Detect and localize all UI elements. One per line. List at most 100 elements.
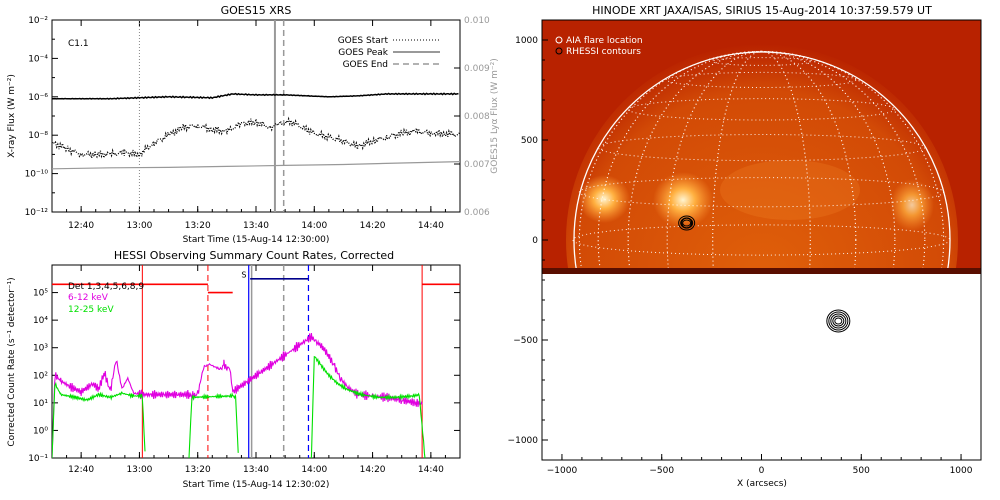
- goes-lyman-alpha-line: [52, 161, 460, 170]
- goes-y-axis-label: X-ray Flux (W m⁻²): [7, 74, 17, 158]
- xrt-y-tick-label: −500: [513, 336, 538, 346]
- hessi-y-ticks: 10⁻¹ 10⁰ 10¹ 10² 10³ 10⁴ 10⁵: [28, 289, 460, 464]
- contour-ring: [682, 219, 692, 227]
- hessi-y-tick-label: 10⁻¹: [28, 454, 48, 464]
- goes-x-tick-label: 12:40: [68, 221, 94, 231]
- latitude-line: [687, 272, 836, 274]
- goes-y-tick-label: 10⁻⁶: [28, 93, 48, 103]
- xrt-x-tick-label: 0: [759, 466, 765, 476]
- goes-legend-peak-label: GOES Peak: [338, 48, 388, 58]
- hessi-x-tick-label: 14:00: [301, 465, 327, 475]
- hessi-x-tick-label: 13:20: [185, 465, 211, 475]
- xrt-x-tick-label: 500: [853, 466, 870, 476]
- hessi-x-tick-label: 14:20: [360, 465, 386, 475]
- diffuse-corona: [720, 160, 860, 220]
- hessi-y-tick-label: 10³: [33, 344, 48, 354]
- xrt-legend-rhessi-icon: [555, 47, 563, 55]
- xrt-x-tick-label: 1000: [950, 466, 973, 476]
- rhessi-contour-flare: [678, 215, 696, 231]
- xrt-y-ticks: −1000 −500 0 500 1000: [508, 36, 548, 446]
- latitude-line: [597, 134, 926, 162]
- goes-y-ticks: 10⁻¹² 10⁻¹⁰ 10⁻⁸ 10⁻⁶ 10⁻⁴ 10⁻²: [25, 16, 58, 218]
- goes-x-tick-label: 13:00: [126, 221, 152, 231]
- hessi-title: HESSI Observing Summary Count Rates, Cor…: [114, 249, 394, 262]
- hessi-detector-state-line: [52, 283, 460, 294]
- xrt-y-tick-label: −1000: [508, 436, 539, 446]
- contour-ring: [678, 215, 696, 231]
- xrt-y-tick-label: 0: [532, 236, 538, 246]
- xrt-y-tick-label: 1000: [515, 36, 538, 46]
- contour-ring: [834, 317, 843, 325]
- hessi-y-tick-label: 10⁴: [33, 316, 48, 326]
- hessi-legend-6-12-label: 6-12 keV: [68, 293, 109, 303]
- hessi-y-axis-label: Corrected Count Rate (s⁻¹ detector⁻¹): [7, 277, 17, 446]
- xrt-legend-aia-label: AIA flare location: [566, 36, 643, 46]
- latitude-line: [666, 71, 857, 89]
- latitude-line: [628, 360, 895, 381]
- xrt-legend: AIA flare location RHESSI contours: [555, 36, 643, 57]
- hessi-plot-frame: [51, 264, 461, 459]
- xrt-legend-rhessi-label: RHESSI contours: [566, 47, 641, 57]
- longitude-line: [597, 50, 926, 274]
- hessi-x-ticks: 12:40 13:00 13:20 13:40 14:00 14:20 14:40: [51, 265, 461, 475]
- contour-ring: [826, 309, 851, 333]
- goes-y-right-tick-label: 0.007: [464, 160, 490, 170]
- goes-panel: GOES15 XRS 12:40 13:00 13:20 13:40 14:00 14:2…: [7, 4, 500, 245]
- goes-legend: GOES Start GOES Peak GOES End: [338, 36, 440, 70]
- hessi-saa-label: S: [241, 270, 246, 279]
- xrt-legend-aia-icon: [555, 36, 563, 44]
- solar-disk: [566, 44, 958, 274]
- active-region-flare: [653, 172, 713, 228]
- xrt-panel: HINODE XRT JAXA/ISAS, SIRIUS 15-Aug-2014…: [508, 4, 982, 489]
- goes-x-ticks: 12:40 13:00 13:20 13:40 14:00 14:20 14:40: [51, 20, 461, 231]
- goes-title: GOES15 XRS: [221, 4, 292, 17]
- goes-legend-end-label: GOES End: [343, 60, 388, 70]
- latitude-line: [598, 319, 925, 345]
- goes-y-right-axis-label: GOES15 Lyα Flux (W m⁻²): [490, 58, 500, 174]
- hessi-x-tick-label: 12:40: [68, 465, 94, 475]
- goes-y-tick-label: 10⁻⁴: [28, 54, 48, 64]
- hessi-6-12kev-line: [52, 333, 423, 458]
- contour-ring: [832, 315, 845, 327]
- goes-legend-start-label: GOES Start: [338, 36, 389, 46]
- hessi-y-tick-label: 10²: [33, 371, 48, 381]
- contour-ring: [828, 311, 849, 331]
- goes-y-right-ticks: 0.006 0.007 0.008 0.009 0.010: [454, 16, 490, 218]
- xrt-x-ticks: −1000 −500 0 500 1000: [547, 454, 973, 476]
- goes-y-tick-label: 10⁻²: [28, 16, 48, 26]
- latitude-line: [713, 415, 811, 423]
- hessi-x-axis-label: Start Time (15-Aug-14 12:30:02): [183, 480, 330, 490]
- hessi-y-tick-label: 10¹: [33, 399, 48, 409]
- goes-y-tick-label: 10⁻¹⁰: [25, 170, 49, 180]
- xrt-image: [542, 20, 981, 423]
- latitude-line: [627, 98, 896, 121]
- goes-x-tick-label: 14:40: [418, 221, 444, 231]
- solar-limb: [573, 51, 951, 274]
- xrt-x-tick-label: −500: [649, 466, 674, 476]
- hessi-x-tick-label: 14:40: [418, 465, 444, 475]
- hessi-legend: Det 1,3,4,5,6,8,9 6-12 keV 12-25 keV: [68, 282, 144, 315]
- goes-y-tick-label: 10⁻¹²: [25, 208, 49, 218]
- goes-plot-frame: [51, 19, 461, 213]
- goes-x-tick-label: 13:20: [185, 221, 211, 231]
- hessi-legend-det-label: Det 1,3,4,5,6,8,9: [68, 282, 144, 292]
- hessi-y-tick-label: 10⁵: [33, 289, 48, 299]
- hessi-legend-12-25-label: 12-25 keV: [68, 305, 114, 315]
- longitude-line: [627, 50, 896, 274]
- goes-y-right-tick-label: 0.008: [464, 112, 490, 122]
- goes-x-tick-label: 13:40: [243, 221, 269, 231]
- goes-y-right-tick-label: 0.009: [464, 64, 490, 74]
- hessi-x-tick-label: 13:00: [126, 465, 152, 475]
- goes-class-annotation: C1.1: [68, 39, 89, 49]
- hessi-x-tick-label: 13:40: [243, 465, 269, 475]
- xrt-image-bottom-edge: [542, 268, 981, 274]
- rhessi-contour-offdisk: [826, 309, 851, 333]
- contour-ring: [680, 217, 694, 229]
- latitude-line: [667, 392, 856, 407]
- hessi-12-25kev-line: [52, 355, 426, 458]
- longitude-line: [578, 50, 945, 274]
- xrt-x-tick-label: −1000: [547, 466, 578, 476]
- goes-x-tick-label: 14:00: [301, 221, 327, 231]
- goes-y-tick-label: 10⁻⁸: [28, 131, 48, 141]
- active-region-west: [890, 179, 934, 231]
